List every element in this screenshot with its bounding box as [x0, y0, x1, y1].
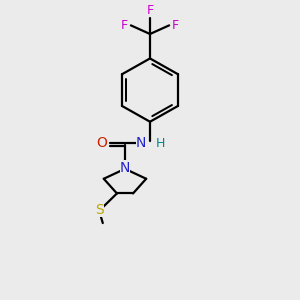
Text: F: F — [146, 4, 154, 17]
Text: N: N — [136, 136, 146, 150]
Text: F: F — [121, 19, 128, 32]
Text: O: O — [96, 136, 107, 150]
Text: F: F — [172, 19, 179, 32]
Text: S: S — [95, 203, 104, 217]
Text: H: H — [155, 137, 165, 150]
Text: N: N — [120, 161, 130, 175]
